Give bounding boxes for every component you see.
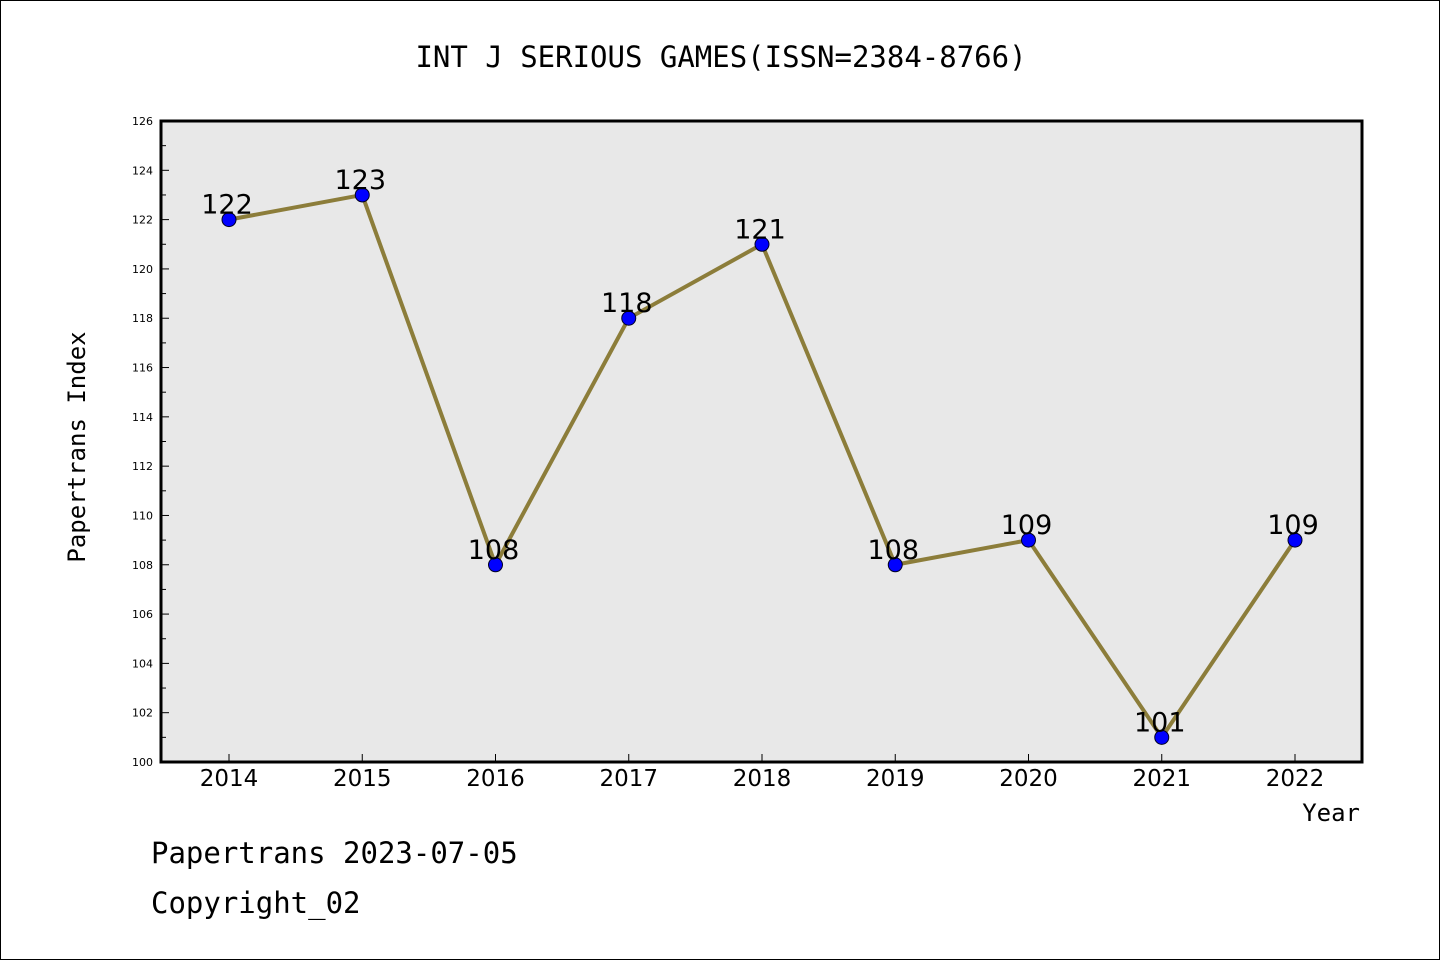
y-axis: 100 102 104 106 108 110 112 114 116 118 120 122 124 1… <box>132 115 169 769</box>
footer-date: Papertrans 2023-07-05 <box>151 836 518 870</box>
data-point <box>1287 532 1303 548</box>
data-label: 108 <box>468 535 520 566</box>
data-point <box>221 212 237 228</box>
data-label: 121 <box>734 214 786 245</box>
data-point <box>887 557 903 573</box>
plot-frame <box>159 119 1364 764</box>
y-tick-label: 122 <box>132 214 153 227</box>
x-tick-label: 2019 <box>866 766 925 792</box>
chart-title: INT J SERIOUS GAMES(ISSN=2384-8766) <box>415 40 1026 74</box>
x-axis: 2014 2015 2016 2017 2018 2019 2020 2021 2022 <box>200 754 1325 792</box>
y-tick-label: 126 <box>132 115 153 128</box>
y-tick-label: 120 <box>132 263 153 276</box>
x-tick-label: 2021 <box>1132 766 1191 792</box>
data-label: 108 <box>867 535 919 566</box>
x-tick-label: 2020 <box>999 766 1058 792</box>
x-tick-label: 2015 <box>333 766 392 792</box>
y-tick-label: 124 <box>132 164 153 177</box>
y-tick-label: 118 <box>132 312 153 325</box>
data-point <box>621 310 637 326</box>
data-point <box>354 187 370 203</box>
plot-area <box>161 121 1362 762</box>
y-tick-label: 100 <box>132 756 153 769</box>
data-points <box>221 187 1303 745</box>
x-tick-label: 2017 <box>599 766 658 792</box>
data-labels: 122 123 108 118 121 108 109 101 109 <box>201 165 1319 738</box>
y-tick-label: 110 <box>132 509 153 522</box>
data-point <box>488 557 503 573</box>
y-tick-label: 112 <box>132 460 153 473</box>
data-point <box>754 236 770 252</box>
x-tick-label: 2018 <box>733 766 792 792</box>
data-point <box>1154 729 1170 745</box>
data-label: 101 <box>1134 707 1186 738</box>
x-tick-label: 2022 <box>1266 766 1325 792</box>
data-label: 122 <box>201 190 253 221</box>
data-label: 109 <box>1267 510 1319 541</box>
x-axis-label: Year <box>1302 799 1360 827</box>
y-tick-label: 108 <box>132 559 153 572</box>
x-tick-label: 2014 <box>200 766 259 792</box>
y-tick-label: 104 <box>132 657 153 670</box>
y-tick-label: 114 <box>132 411 153 424</box>
y-axis-label: Papertrans Index <box>63 331 91 562</box>
data-label: 123 <box>334 165 386 196</box>
y-tick-label: 102 <box>132 707 153 720</box>
data-label: 118 <box>601 288 653 319</box>
y-tick-label: 116 <box>132 362 153 375</box>
data-label: 109 <box>1001 510 1053 541</box>
x-tick-label: 2016 <box>466 766 525 792</box>
y-tick-label: 106 <box>132 608 153 621</box>
footer-copyright: Copyright_02 <box>151 886 361 920</box>
data-point <box>1021 532 1036 548</box>
